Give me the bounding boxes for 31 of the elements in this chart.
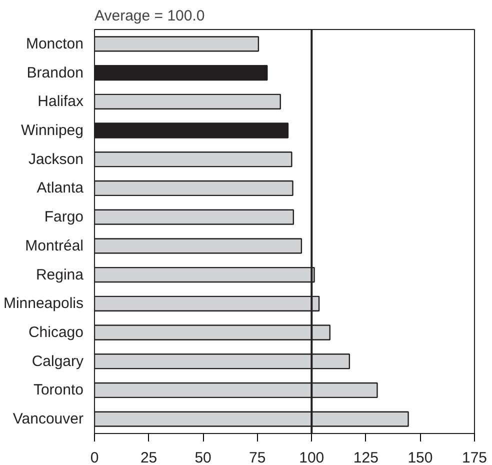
x-tick-label: 175 (462, 450, 488, 465)
y-tick-label: Minneapolis (3, 295, 84, 312)
y-tick-label: Montréal (25, 237, 84, 254)
bar (94, 64, 268, 81)
y-tick-label: Moncton (26, 35, 84, 52)
y-tick-label: Jackson (28, 150, 84, 168)
y-tick-label: Chicago (28, 324, 84, 341)
y-tick-label: Winnipeg (20, 122, 84, 139)
y-tick-label: Halifax (38, 93, 84, 110)
x-tick-label: 100 (299, 450, 324, 465)
x-tick-label: 25 (140, 450, 158, 465)
y-tick-label: Fargo (44, 208, 84, 226)
y-tick-label: Calgary (32, 352, 84, 370)
y-tick-label: Vancouver (12, 410, 84, 428)
y-tick-label: Regina (36, 266, 84, 284)
chart-title: Average = 100.0 (94, 8, 205, 24)
x-tick-label: 150 (408, 450, 433, 465)
x-tick-label: 125 (353, 450, 378, 465)
y-tick-label: Toronto (33, 382, 84, 399)
x-tick-label: 50 (194, 450, 212, 465)
bar (94, 122, 289, 138)
x-tick-label: 0 (90, 450, 99, 465)
bar (94, 209, 294, 225)
bar (94, 238, 302, 254)
bar (94, 94, 281, 110)
bar (94, 36, 260, 52)
x-tick-label: 75 (249, 450, 266, 465)
y-tick-label: Atlanta (36, 180, 84, 197)
bar (94, 180, 294, 196)
bar (94, 152, 292, 168)
y-tick-label: Brandon (26, 64, 84, 82)
